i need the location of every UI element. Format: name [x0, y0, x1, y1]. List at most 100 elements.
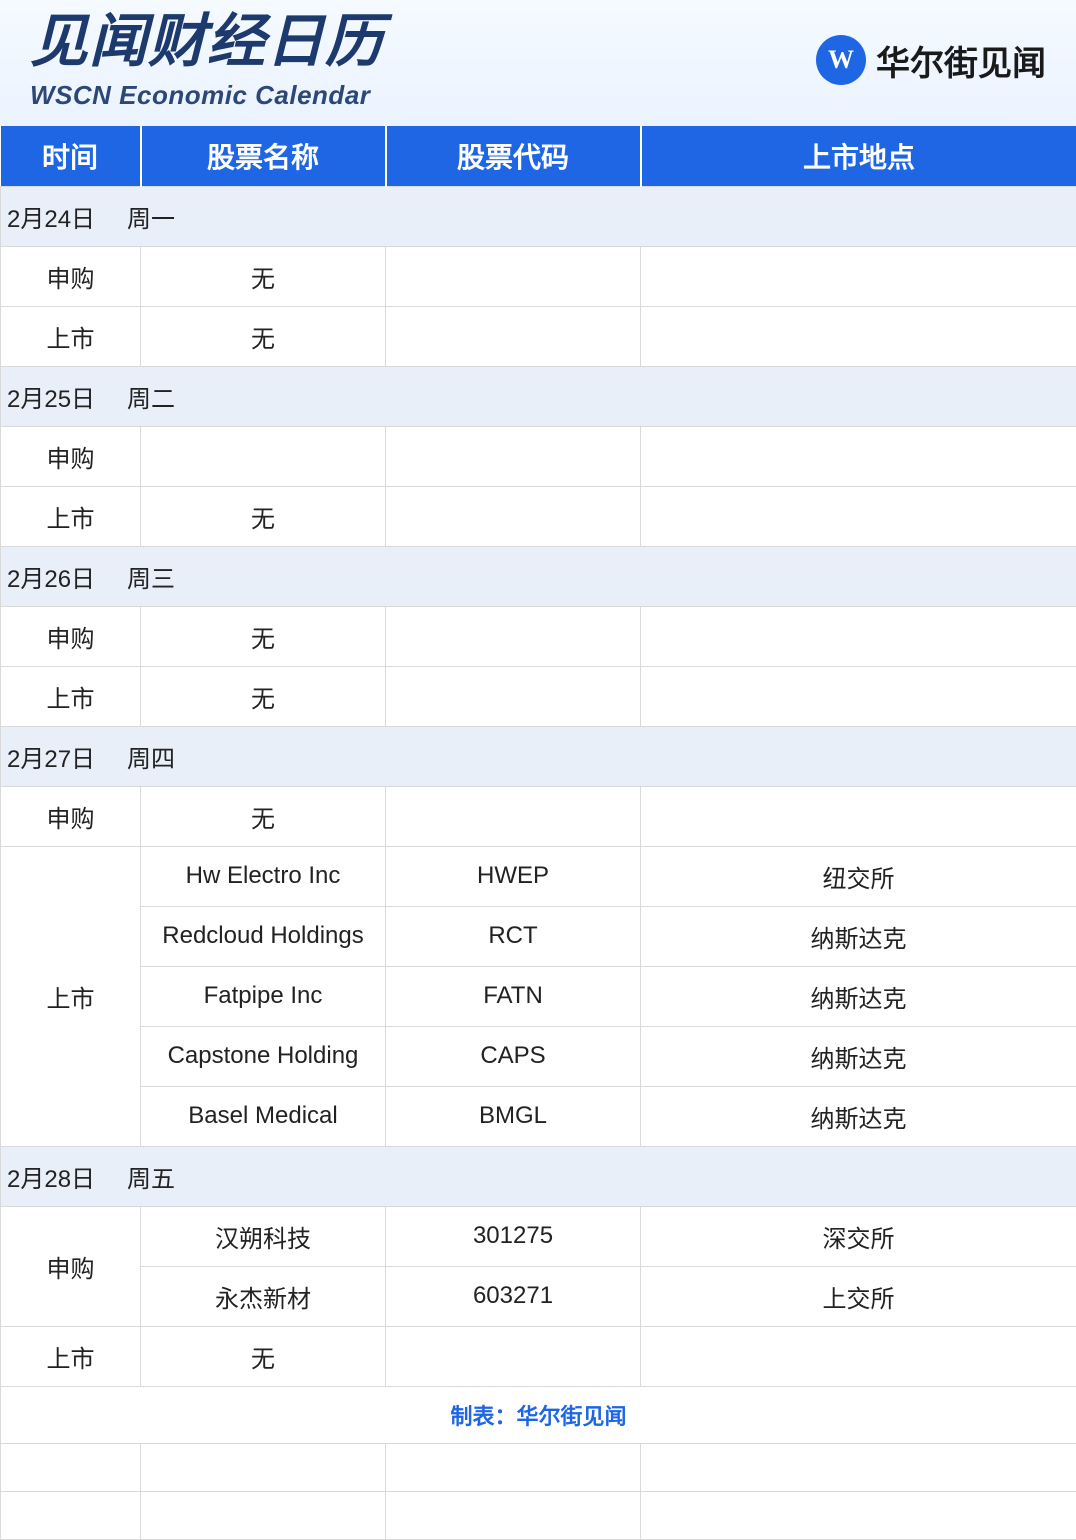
table-row: 上市无: [1, 1326, 1076, 1386]
stock-name: 永杰新材: [141, 1266, 386, 1326]
brand: W 华尔街见闻: [816, 35, 1046, 85]
stock-venue: 深交所: [641, 1206, 1076, 1266]
day-of-week: 周三: [127, 559, 175, 594]
stock-name: Fatpipe Inc: [141, 966, 386, 1026]
row-type-label: 上市: [1, 306, 141, 366]
blank-cell: [141, 1443, 386, 1491]
blank-cell: [386, 1491, 641, 1539]
stock-name: Redcloud Holdings: [141, 906, 386, 966]
stock-venue: 纳斯达克: [641, 906, 1076, 966]
stock-venue: [641, 246, 1076, 306]
day-of-week: 周二: [127, 379, 175, 414]
stock-venue: [641, 486, 1076, 546]
table-row: 申购无: [1, 606, 1076, 666]
day-date: 2月24日: [7, 199, 117, 234]
stock-code: [386, 306, 641, 366]
day-header-cell: 2月24日周一: [1, 186, 1076, 246]
stock-name: 无: [141, 786, 386, 846]
table-body: 2月24日周一申购无上市无2月25日周二申购上市无2月26日周三申购无上市无2月…: [1, 186, 1076, 1539]
day-of-week: 周一: [127, 199, 175, 234]
day-date: 2月25日: [7, 379, 117, 414]
stock-name: 汉朔科技: [141, 1206, 386, 1266]
day-header-row: 2月26日周三: [1, 546, 1076, 606]
day-date: 2月28日: [7, 1159, 117, 1194]
col-name: 股票名称: [141, 126, 386, 187]
day-of-week: 周四: [127, 739, 175, 774]
row-type-label: 申购: [1, 246, 141, 306]
table-row: 上市无: [1, 666, 1076, 726]
blank-cell: [641, 1443, 1076, 1491]
row-type-label: 上市: [1, 1326, 141, 1386]
table-row: Fatpipe IncFATN纳斯达克: [1, 966, 1076, 1026]
col-venue: 上市地点: [641, 126, 1076, 187]
col-code: 股票代码: [386, 126, 641, 187]
stock-code: HWEP: [386, 846, 641, 906]
stock-code: 301275: [386, 1206, 641, 1266]
blank-row: [1, 1443, 1076, 1491]
day-header-row: 2月27日周四: [1, 726, 1076, 786]
day-date: 2月26日: [7, 559, 117, 594]
stock-name: Basel Medical: [141, 1086, 386, 1146]
stock-venue: 纳斯达克: [641, 1026, 1076, 1086]
title-cn: 见闻财经日历: [30, 10, 384, 74]
table-row: 申购无: [1, 786, 1076, 846]
table-row: 申购汉朔科技301275深交所: [1, 1206, 1076, 1266]
blank-cell: [386, 1443, 641, 1491]
stock-code: FATN: [386, 966, 641, 1026]
stock-name: 无: [141, 1326, 386, 1386]
day-header-row: 2月24日周一: [1, 186, 1076, 246]
blank-cell: [141, 1491, 386, 1539]
stock-venue: [641, 1326, 1076, 1386]
stock-venue: [641, 666, 1076, 726]
stock-venue: 纳斯达克: [641, 1086, 1076, 1146]
day-header-cell: 2月28日周五: [1, 1146, 1076, 1206]
row-type-label: 申购: [1, 786, 141, 846]
blank-cell: [641, 1491, 1076, 1539]
stock-name: Hw Electro Inc: [141, 846, 386, 906]
stock-code: 603271: [386, 1266, 641, 1326]
stock-venue: 上交所: [641, 1266, 1076, 1326]
stock-venue: [641, 786, 1076, 846]
table-row: Capstone HoldingCAPS纳斯达克: [1, 1026, 1076, 1086]
stock-code: [386, 786, 641, 846]
stock-code: [386, 426, 641, 486]
stock-venue: [641, 606, 1076, 666]
day-header-cell: 2月25日周二: [1, 366, 1076, 426]
blank-cell: [1, 1491, 141, 1539]
stock-name: 无: [141, 486, 386, 546]
stock-name: 无: [141, 666, 386, 726]
day-header-row: 2月28日周五: [1, 1146, 1076, 1206]
row-type-label: 申购: [1, 426, 141, 486]
stock-venue: [641, 306, 1076, 366]
table-row: 上市无: [1, 486, 1076, 546]
table-row: Basel MedicalBMGL纳斯达克: [1, 1086, 1076, 1146]
title-en: WSCN Economic Calendar: [30, 80, 384, 111]
table-row: 上市Hw Electro IncHWEP纽交所: [1, 846, 1076, 906]
table-row: 申购无: [1, 246, 1076, 306]
table-row: Redcloud HoldingsRCT纳斯达克: [1, 906, 1076, 966]
row-type-label: 申购: [1, 606, 141, 666]
day-header-cell: 2月27日周四: [1, 726, 1076, 786]
stock-name: Capstone Holding: [141, 1026, 386, 1086]
row-type-label: 申购: [1, 1206, 141, 1326]
stock-code: [386, 1326, 641, 1386]
stock-venue: 纽交所: [641, 846, 1076, 906]
day-date: 2月27日: [7, 739, 117, 774]
table-row: 上市无: [1, 306, 1076, 366]
stock-venue: [641, 426, 1076, 486]
page-header: 见闻财经日历 WSCN Economic Calendar W 华尔街见闻: [0, 0, 1076, 126]
row-type-label: 上市: [1, 846, 141, 1146]
stock-code: [386, 246, 641, 306]
calendar-table: 时间 股票名称 股票代码 上市地点 2月24日周一申购无上市无2月25日周二申购…: [0, 126, 1076, 1540]
stock-name: [141, 426, 386, 486]
brand-text: 华尔街见闻: [876, 36, 1046, 85]
day-header-cell: 2月26日周三: [1, 546, 1076, 606]
row-type-label: 上市: [1, 486, 141, 546]
table-row: 申购: [1, 426, 1076, 486]
stock-code: [386, 486, 641, 546]
blank-row: [1, 1491, 1076, 1539]
stock-name: 无: [141, 606, 386, 666]
stock-code: [386, 666, 641, 726]
table-row: 永杰新材603271上交所: [1, 1266, 1076, 1326]
brand-logo-icon: W: [816, 35, 866, 85]
